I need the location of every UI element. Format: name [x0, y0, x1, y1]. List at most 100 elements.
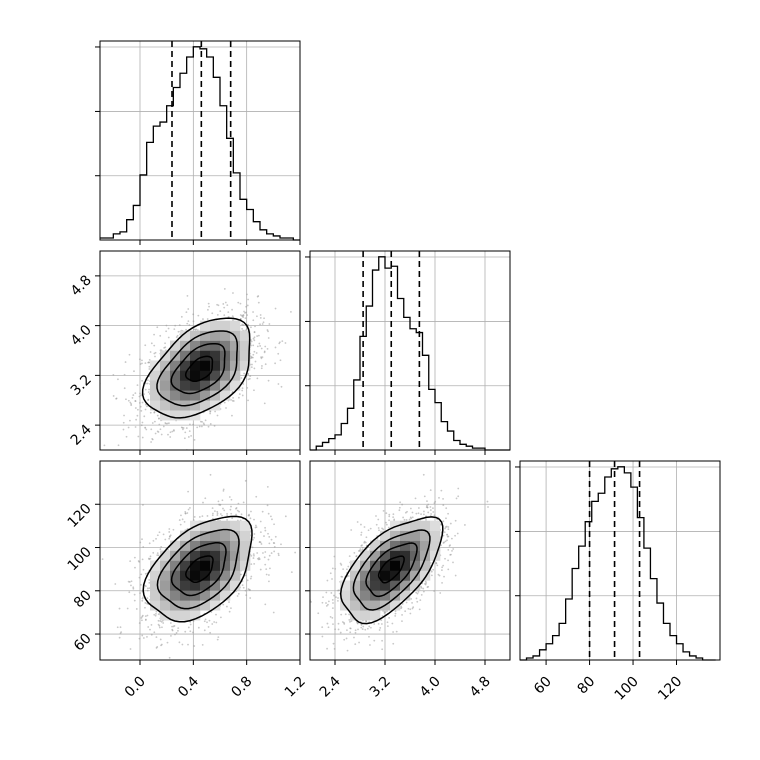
scatter-point	[148, 542, 151, 545]
scatter-point	[409, 507, 412, 510]
scatter-point	[197, 314, 200, 317]
scatter-point	[230, 498, 233, 501]
density-cell	[230, 520, 241, 531]
scatter-point	[204, 618, 207, 621]
scatter-point	[238, 396, 240, 399]
density-cell	[150, 400, 161, 411]
contour-line	[170, 542, 227, 597]
scatter-point	[244, 589, 247, 592]
scatter-point	[142, 504, 144, 506]
scatter-point	[274, 346, 277, 349]
scatter-point	[294, 551, 297, 554]
histogram-bar	[240, 199, 247, 240]
scatter-point	[252, 538, 254, 541]
scatter-point	[173, 328, 176, 331]
scatter-point	[130, 580, 133, 583]
density-cell	[230, 580, 241, 591]
contour-line	[156, 330, 239, 407]
contour-line	[170, 342, 226, 395]
scatter-point	[141, 614, 144, 617]
scatter-point	[153, 411, 156, 414]
scatter-point	[174, 324, 177, 327]
scatter-point	[160, 545, 163, 548]
x-tick-label: 80	[574, 674, 598, 698]
density-cell	[170, 400, 181, 411]
density-cell	[160, 600, 171, 611]
scatter-point	[141, 597, 144, 600]
scatter-point	[230, 607, 232, 610]
scatter-point	[151, 422, 154, 424]
scatter-point	[213, 621, 216, 623]
scatter-point	[404, 610, 407, 613]
scatter-point	[192, 631, 194, 634]
scatter-point	[454, 534, 456, 537]
density-cell	[210, 520, 221, 531]
scatter-point	[147, 626, 150, 628]
scatter-point	[230, 512, 233, 515]
scatter-point	[332, 623, 334, 625]
scatter-point	[321, 635, 324, 638]
histogram-step-line	[100, 46, 300, 241]
scatter-point	[267, 337, 270, 339]
scatter-point	[268, 542, 271, 545]
scatter-point	[187, 490, 190, 493]
scatter-point	[164, 342, 166, 345]
scatter-point	[369, 626, 372, 629]
histogram-bar	[391, 266, 397, 450]
scatter-point	[236, 595, 239, 597]
scatter-point	[253, 339, 256, 342]
scatter-point	[348, 619, 351, 621]
density-cell	[160, 370, 171, 381]
scatter-point	[219, 503, 221, 506]
density-cell	[240, 550, 251, 561]
scatter-point	[128, 353, 131, 356]
scatter-point	[417, 507, 420, 509]
scatter-point	[185, 427, 188, 429]
scatter-point	[252, 344, 255, 347]
scatter-point	[253, 350, 256, 353]
scatter-point	[340, 613, 343, 616]
scatter-point	[179, 523, 182, 526]
scatter-point	[256, 345, 259, 348]
scatter-point	[386, 610, 388, 613]
density-cell	[150, 590, 161, 601]
scatter-point	[259, 314, 262, 316]
scatter-point	[192, 313, 195, 316]
scatter-point	[177, 629, 179, 632]
x-tick-label: 0.8	[228, 674, 255, 701]
scatter-point	[149, 411, 152, 414]
scatter-point	[169, 431, 172, 434]
scatter-point	[241, 394, 244, 397]
scatter-point	[154, 432, 157, 435]
scatter-point	[177, 627, 180, 630]
scatter-point	[186, 322, 189, 325]
scatter-point	[187, 320, 190, 323]
scatter-point	[168, 656, 171, 659]
scatter-point	[232, 292, 234, 294]
scatter-point	[273, 550, 276, 553]
histogram-bar	[323, 442, 329, 450]
scatter-point	[134, 400, 137, 402]
histogram-bar	[624, 473, 631, 660]
histogram-bar	[341, 423, 347, 450]
scatter-point	[422, 590, 425, 593]
histogram-bar	[598, 493, 605, 660]
scatter-point	[204, 497, 207, 500]
scatter-point	[202, 422, 205, 425]
scatter-point	[189, 506, 191, 509]
scatter-point	[129, 419, 131, 422]
scatter-point	[440, 489, 443, 492]
density-cell	[160, 550, 171, 561]
scatter-point	[167, 327, 170, 330]
density-cell	[210, 580, 221, 591]
scatter-point	[170, 635, 172, 637]
histogram-bar	[180, 73, 187, 240]
scatter-point	[222, 303, 225, 305]
scatter-point	[273, 545, 276, 548]
scatter-point	[188, 430, 191, 433]
scatter-point	[133, 599, 136, 602]
histogram-bar	[423, 355, 429, 450]
density-cell	[170, 380, 181, 391]
density-cell	[170, 410, 181, 421]
scatter-point	[241, 584, 244, 587]
